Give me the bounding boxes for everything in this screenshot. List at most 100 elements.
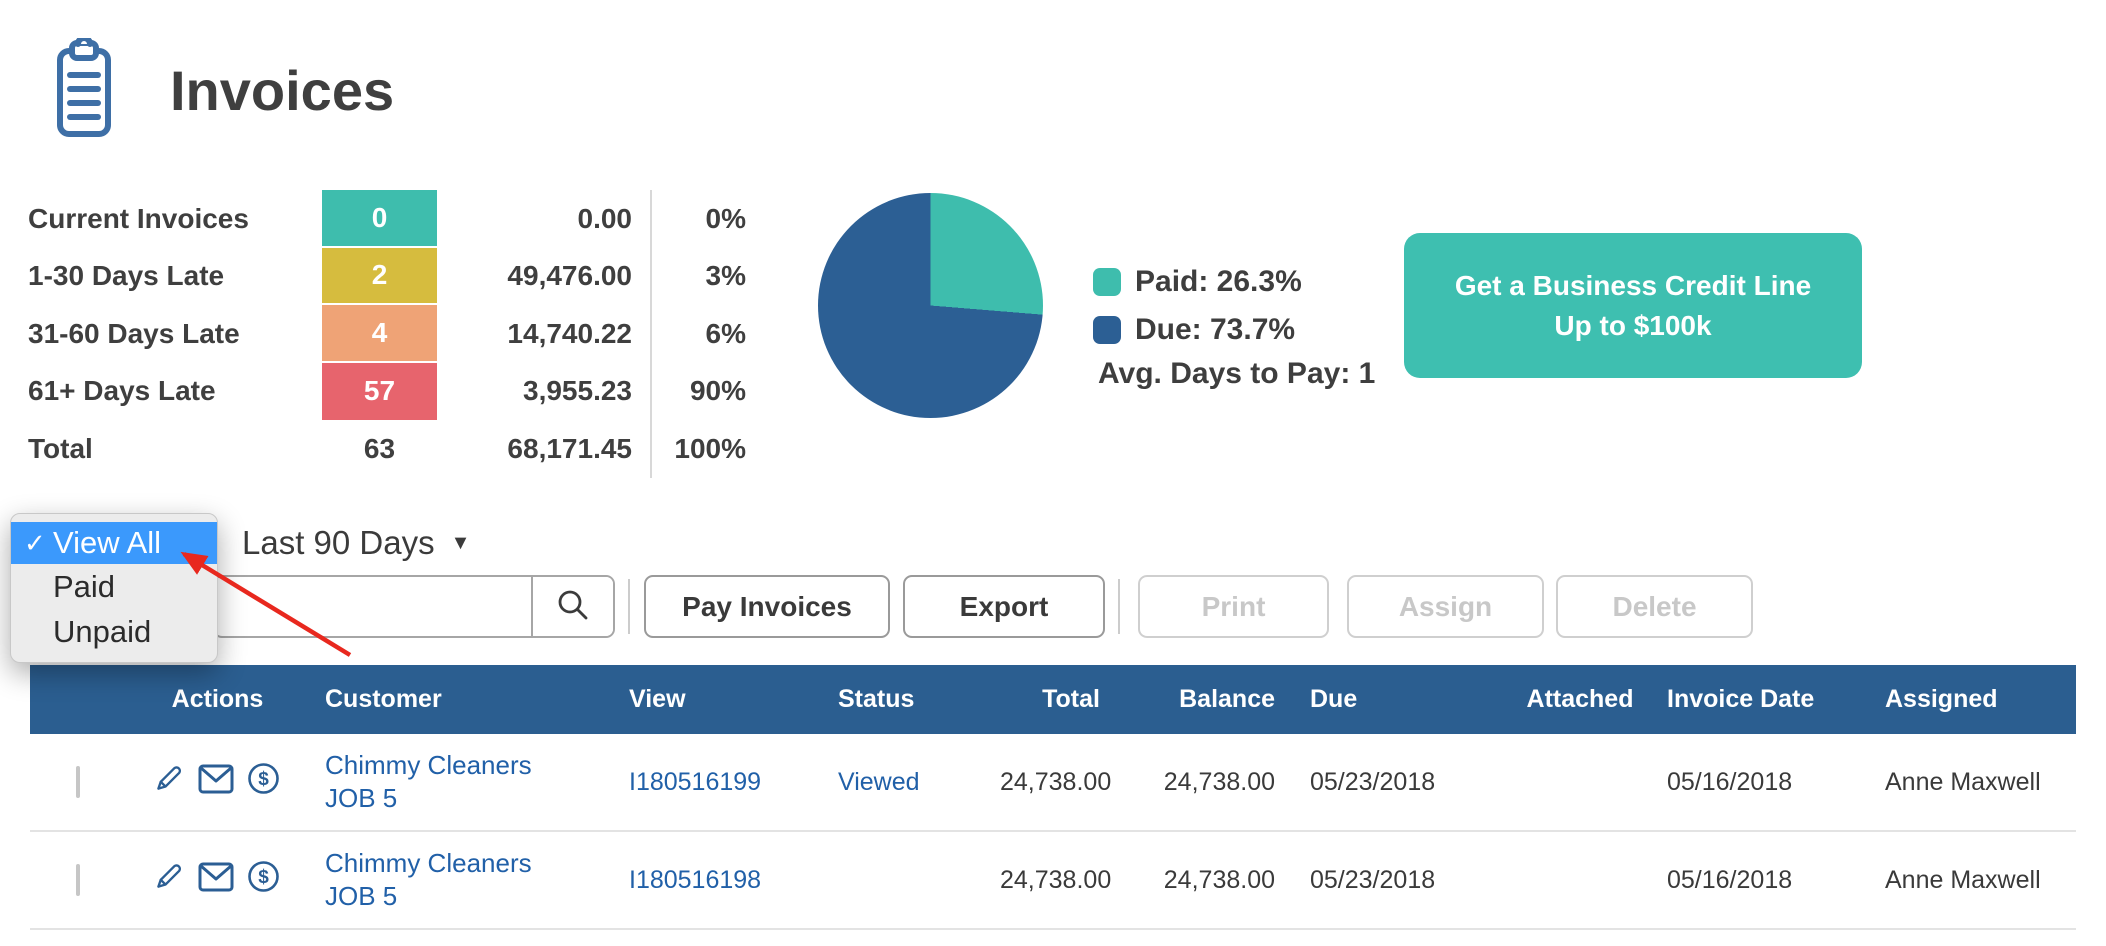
summary-amount: 0.00 [577,202,633,234]
summary-amount: 49,476.00 [507,260,632,292]
menu-item-paid[interactable]: Paid [11,564,217,609]
summary-amount: 68,171.45 [507,432,632,464]
assigned-value: Anne Maxwell [1885,767,2041,796]
col-header-customer: Customer [325,685,442,713]
balance-value: 24,738.00 [1163,865,1275,894]
summary-percent: 0% [650,190,746,248]
summary-percent: 90% [650,362,746,420]
col-header-view: View [629,685,686,713]
col-header-actions: Actions [171,685,264,713]
col-header-status: Status [838,685,915,713]
print-button[interactable]: Print [1138,575,1329,638]
row-checkbox[interactable] [75,863,80,896]
invoice-date-value: 05/16/2018 [1667,865,1793,894]
summary-label: Total [28,432,93,464]
invoice-row: $ Chimmy Cleaners JOB 5 I180516199 Viewe… [30,734,2076,832]
summary-row: 61+ Days Late 57 3,955.23 90% [28,362,746,420]
customer-link[interactable]: Chimmy Cleaners JOB 5 [310,749,615,815]
invoice-number-link[interactable]: I180516198 [629,865,762,894]
summary-percent: 6% [650,305,746,363]
checkmark-icon: ✓ [24,527,46,558]
table-header-row: Actions Customer View Status Total Balan… [30,665,2076,734]
summary-count: 4 [322,305,437,363]
edit-pencil-icon[interactable] [152,762,185,802]
summary-amount: 14,740.22 [507,317,632,349]
summary-label: 1-30 Days Late [28,260,225,292]
invoice-date-value: 05/16/2018 [1667,767,1793,796]
credit-line-text-2: Up to $100k [1554,309,1712,341]
assign-button[interactable]: Assign [1347,575,1544,638]
col-header-assigned: Assigned [1885,685,1998,713]
summary-count: 63 [363,432,396,464]
invoice-row: $ Chimmy Cleaners JOB 5 I180516198 24,73… [30,832,2076,930]
menu-item-unpaid[interactable]: Unpaid [11,609,217,654]
summary-row: 31-60 Days Late 4 14,740.22 6% [28,305,746,363]
row-actions: $ [125,762,310,802]
svg-text:$: $ [258,867,269,888]
search-button[interactable] [531,577,613,636]
customer-job[interactable]: JOB 5 [325,881,398,911]
due-date-value: 05/23/2018 [1310,767,1436,796]
email-envelope-icon[interactable] [198,764,234,801]
payment-dollar-icon[interactable]: $ [247,860,280,900]
invoice-number-link[interactable]: I180516199 [629,767,762,796]
summary-label: 61+ Days Late [28,375,216,407]
col-header-due: Due [1310,685,1358,713]
customer-job[interactable]: JOB 5 [325,783,398,813]
row-checkbox[interactable] [75,765,80,798]
summary-label: 31-60 Days Late [28,317,240,349]
total-value: 24,738.00 [1000,865,1112,894]
customer-name[interactable]: Chimmy Cleaners [325,750,532,780]
balance-value: 24,738.00 [1163,767,1275,796]
toolbar-divider [628,579,630,634]
assigned-value: Anne Maxwell [1885,865,2041,894]
menu-item-label: View All [53,525,161,560]
credit-line-text-1: Get a Business Credit Line [1454,269,1812,301]
export-button[interactable]: Export [903,575,1105,638]
date-range-dropdown[interactable]: Last 90 Days ▼ [242,524,470,562]
search-icon [555,587,591,626]
search-box [213,575,615,638]
clipboard-icon [56,35,112,143]
col-header-total: Total [1042,685,1100,713]
legend-label: Due: 73.7% [1135,313,1296,346]
credit-line-button[interactable]: Get a Business Credit Line Up to $100k [1404,233,1862,378]
summary-percent: 3% [650,247,746,305]
status-filter-menu: ✓ View All Paid Unpaid [10,513,218,663]
row-actions: $ [125,860,310,900]
menu-item-view-all[interactable]: ✓ View All [11,522,217,564]
col-header-attached: Attached [1526,685,1634,713]
summary-count: 57 [322,362,437,420]
summary-amount: 3,955.23 [523,375,632,407]
legend-label: Paid: 26.3% [1135,265,1302,298]
menu-item-label: Paid [53,568,116,604]
page-title: Invoices [170,59,395,122]
payment-dollar-icon[interactable]: $ [247,762,280,802]
edit-pencil-icon[interactable] [152,860,185,900]
legend-item-due: Due: 73.7% [1093,313,1302,347]
customer-link[interactable]: Chimmy Cleaners JOB 5 [310,847,615,913]
customer-name[interactable]: Chimmy Cleaners [325,848,532,878]
pay-invoices-button[interactable]: Pay Invoices [644,575,890,638]
total-value: 24,738.00 [1000,767,1112,796]
toolbar-divider [1118,579,1120,634]
summary-count: 0 [322,190,437,248]
legend-item-paid: Paid: 26.3% [1093,265,1302,299]
invoices-table: Actions Customer View Status Total Balan… [30,665,2076,930]
email-envelope-icon[interactable] [198,862,234,899]
delete-button[interactable]: Delete [1556,575,1753,638]
due-date-value: 05/23/2018 [1310,865,1436,894]
date-range-label: Last 90 Days [242,524,435,561]
col-header-balance: Balance [1179,685,1275,713]
summary-row-total: Total 63 68,171.45 100% [28,420,746,478]
menu-item-label: Unpaid [53,613,152,649]
summary-row: 1-30 Days Late 2 49,476.00 3% [28,247,746,305]
summary-row: Current Invoices 0 0.00 0% [28,190,746,248]
paid-swatch [1093,268,1121,296]
search-input[interactable] [215,577,531,636]
summary-count: 2 [322,247,437,305]
caret-down-icon: ▼ [450,531,471,554]
pie-legend: Paid: 26.3% Due: 73.7% [1093,265,1302,361]
status-value[interactable]: Viewed [838,767,920,796]
